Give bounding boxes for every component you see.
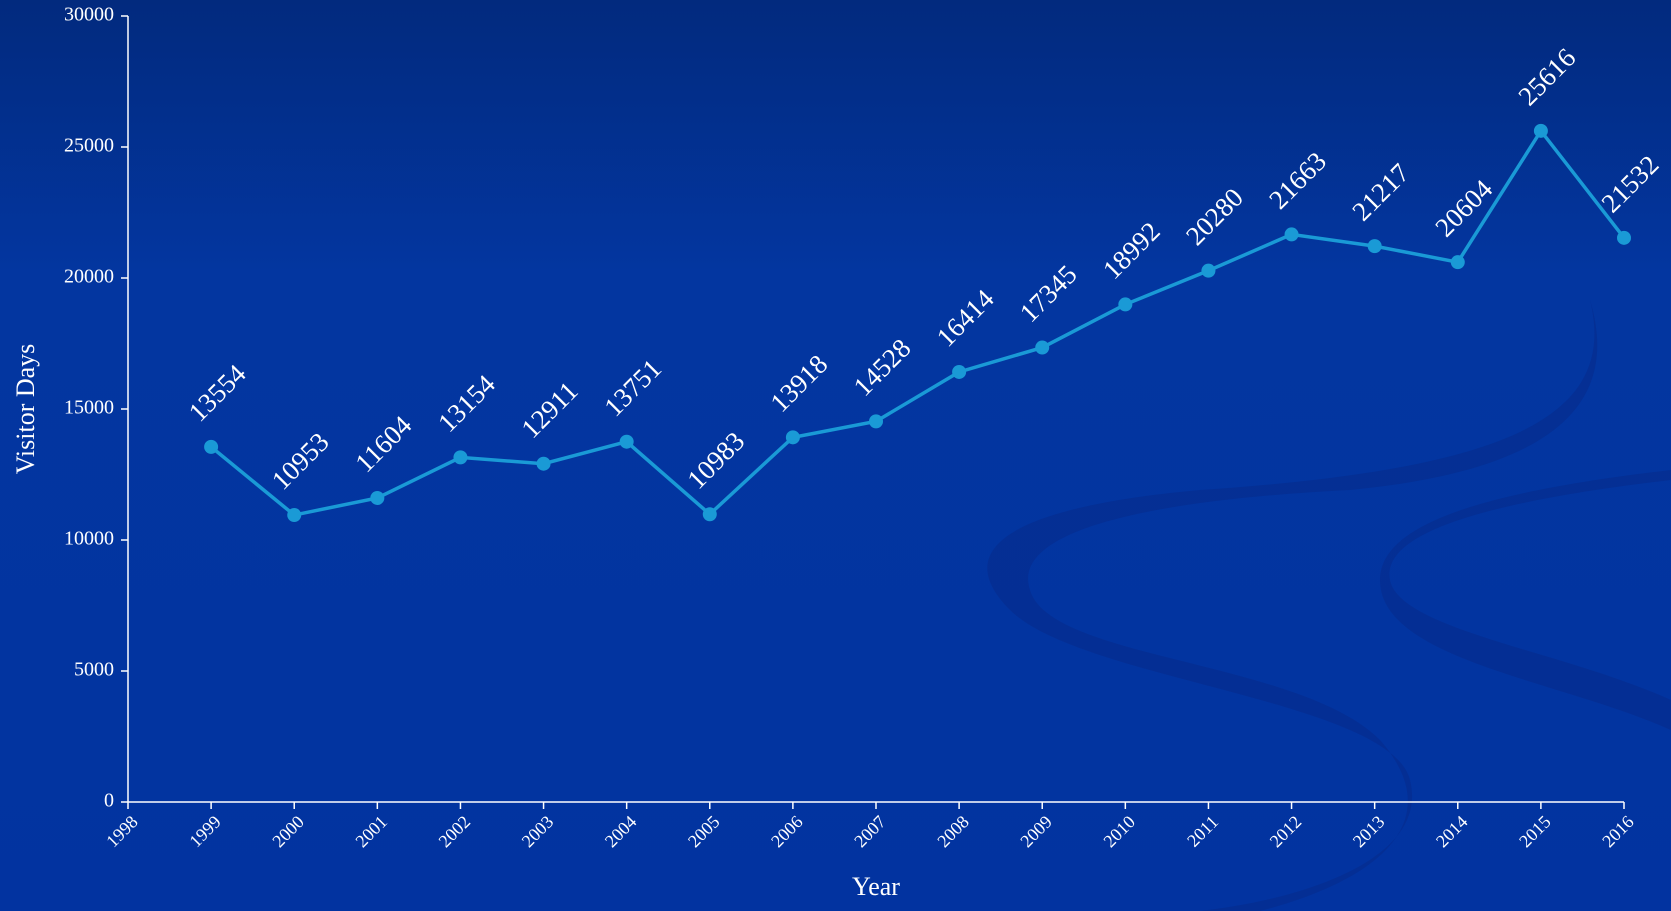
data-point: [1284, 227, 1299, 242]
y-tick-label: 5000: [74, 659, 114, 681]
x-axis-label: Year: [852, 872, 900, 901]
data-point: [453, 450, 468, 465]
data-point: [1367, 239, 1382, 254]
data-point: [1617, 230, 1631, 245]
data-point: [785, 430, 800, 445]
y-tick-label: 20000: [64, 266, 114, 288]
data-point: [370, 490, 385, 505]
data-point: [1201, 263, 1216, 278]
y-tick-label: 25000: [64, 135, 114, 157]
data-point: [1118, 297, 1133, 312]
y-tick-label: 30000: [64, 4, 114, 26]
data-point: [1035, 340, 1050, 355]
data-point: [536, 456, 551, 471]
data-point: [287, 508, 302, 523]
data-point: [869, 414, 883, 429]
data-point: [204, 439, 219, 454]
data-point: [1533, 123, 1548, 138]
data-point: [952, 364, 967, 379]
data-point: [1450, 255, 1465, 270]
y-tick-label: 10000: [64, 528, 114, 550]
y-tick-label: 0: [104, 790, 114, 812]
series-line: [210, 127, 1626, 517]
y-tick-label: 15000: [64, 397, 114, 419]
decor-swirl: [1380, 470, 1671, 730]
data-point: [619, 434, 634, 449]
data-point: [702, 507, 717, 522]
y-axis-label: Visitor Days: [11, 344, 40, 475]
